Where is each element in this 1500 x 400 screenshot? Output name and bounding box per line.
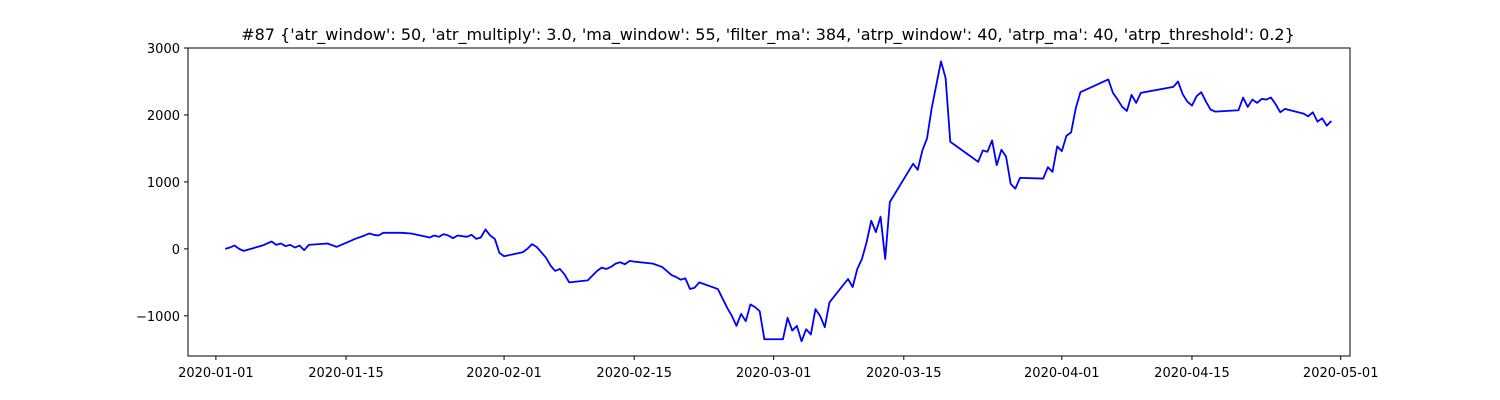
x-tick-label: 2020-04-01 [1024,366,1100,381]
x-tick-label: 2020-01-01 [178,366,254,381]
x-tick-label: 2020-02-15 [596,366,672,381]
x-tick-label: 2020-02-01 [466,366,542,381]
axes-frame [187,47,1351,357]
axes: −1000 0 1000 2000 3000 2020-01-01 2020-01-15 20… [136,42,1378,381]
x-tick-label: 2020-03-01 [736,366,812,381]
x-tick-label: 2020-04-15 [1154,366,1230,381]
y-tick-label: 2000 [147,109,180,124]
y-tick-label: 0 [172,243,180,258]
x-tick-label: 2020-03-15 [866,366,942,381]
x-tick-label: 2020-01-15 [308,366,384,381]
series-line-0 [224,60,1333,343]
x-tick-label: 2020-05-01 [1303,366,1379,381]
y-tick-label: 1000 [147,176,180,191]
plot-area [224,60,1333,343]
y-tick-label: −1000 [136,310,180,325]
chart-title: #87 {'atr_window': 50, 'atr_multiply': 3… [241,25,1295,45]
y-tick-label: 3000 [147,42,180,57]
